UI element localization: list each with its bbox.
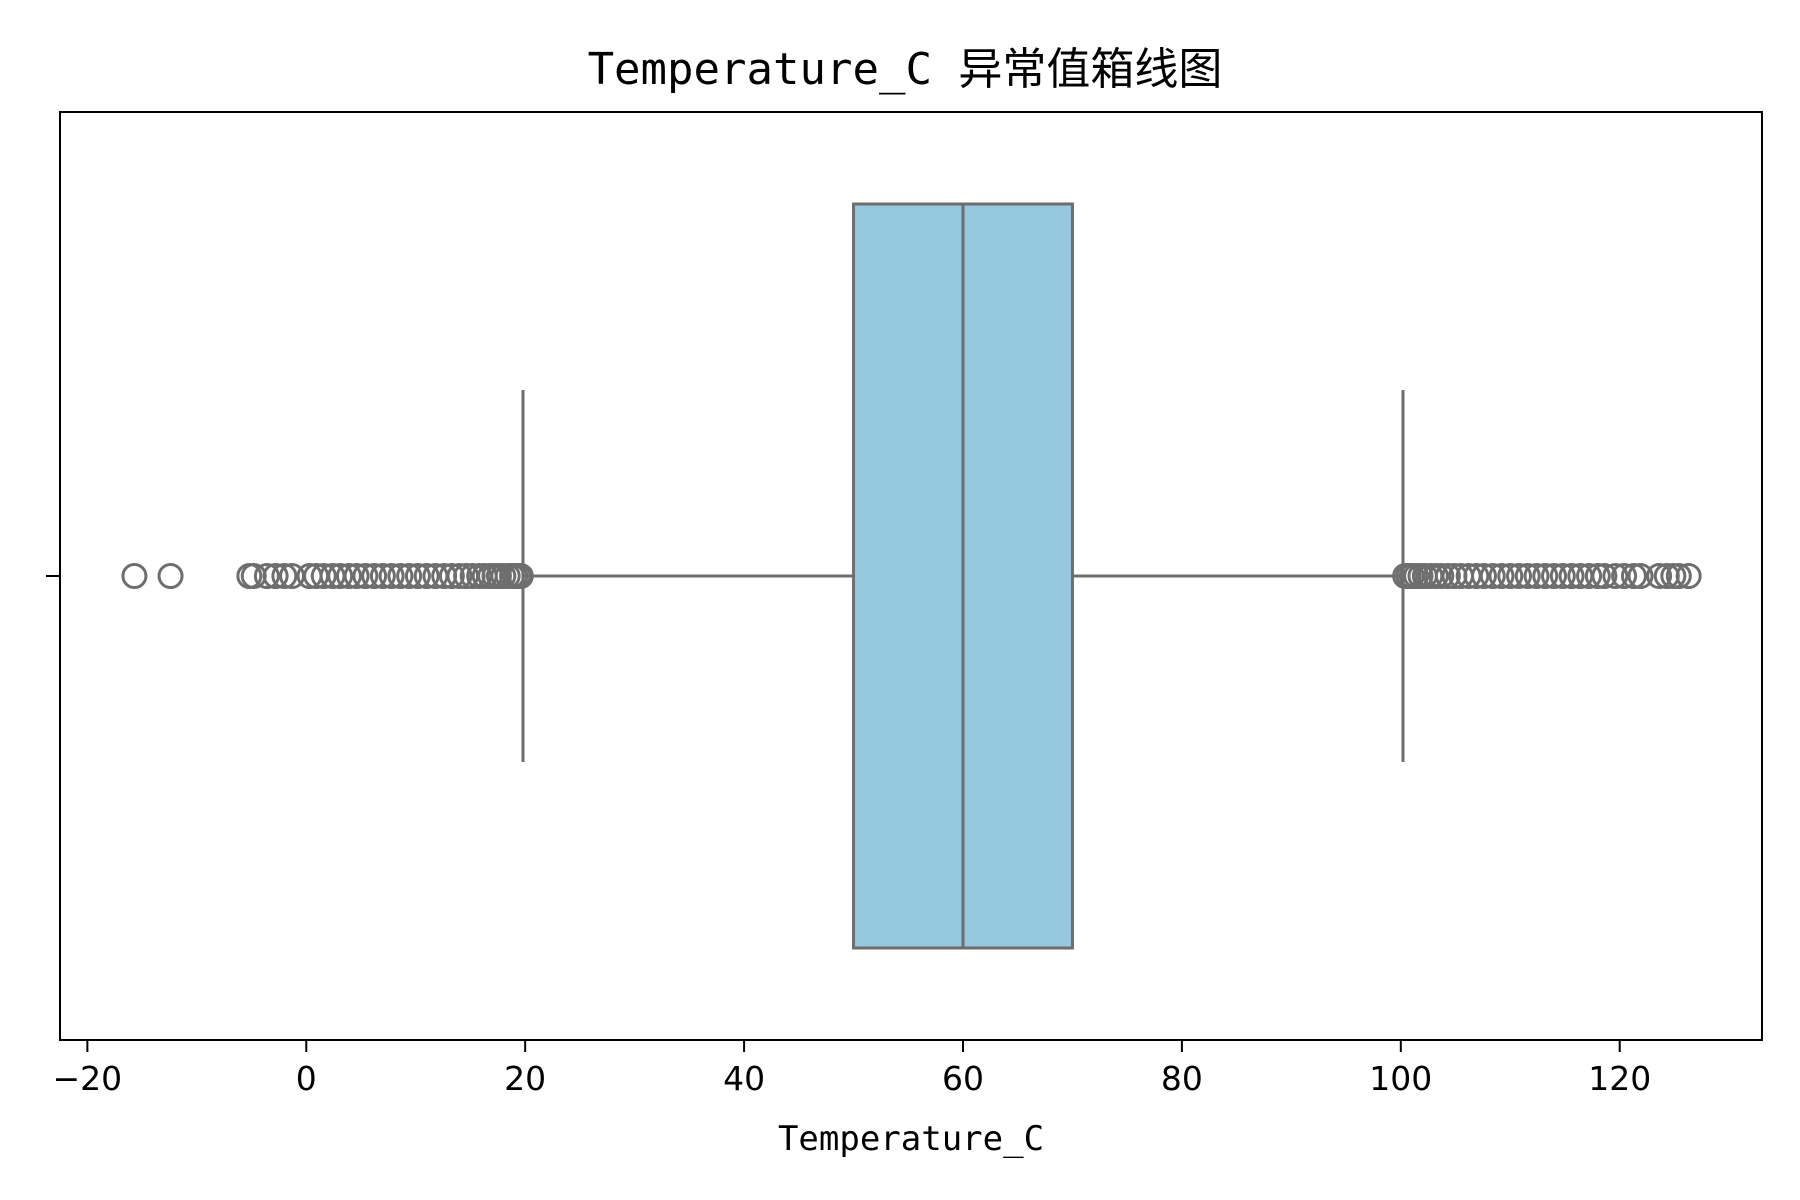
x-tick-label: 100: [1369, 1059, 1432, 1098]
outlier-point-low: [310, 563, 337, 589]
outlier-point-low: [438, 563, 465, 589]
x-tick-label: −20: [53, 1059, 123, 1098]
outlier-point-low: [369, 563, 396, 589]
outlier-point-low: [413, 563, 440, 589]
outlier-point-high: [1675, 563, 1702, 589]
outlier-point-high: [1611, 563, 1638, 589]
x-tick-label: 80: [1161, 1059, 1203, 1098]
outlier-point-high: [1488, 563, 1515, 589]
outlier-point-high: [1463, 563, 1490, 589]
outlier-point-low: [507, 563, 534, 589]
outlier-point-high: [1620, 563, 1647, 589]
outlier-point-high: [1506, 563, 1533, 589]
chart-title: Temperature_C 异常值箱线图: [588, 44, 1223, 95]
outlier-point-high: [1479, 563, 1506, 589]
outlier-point-high: [1541, 563, 1568, 589]
outlier-point-low: [404, 563, 431, 589]
outlier-point-low: [121, 563, 148, 589]
outlier-point-low: [262, 563, 289, 589]
x-tick-label: 20: [504, 1059, 546, 1098]
outlier-point-high: [1549, 563, 1576, 589]
x-tick-label: 0: [296, 1059, 317, 1098]
outlier-point-low: [446, 563, 473, 589]
outlier-point-low: [157, 563, 184, 589]
outlier-point-high: [1665, 563, 1692, 589]
outlier-point-high: [1514, 563, 1541, 589]
outlier-point-high: [1434, 563, 1461, 589]
outlier-point-low: [327, 563, 354, 589]
outlier-point-high: [1470, 563, 1497, 589]
x-tick-label: 40: [723, 1059, 765, 1098]
x-tick-label: 60: [942, 1059, 984, 1098]
outlier-point-high: [1532, 563, 1559, 589]
plot-area: [121, 202, 1702, 950]
outlier-point-high: [1584, 563, 1611, 589]
outlier-point-high: [1646, 563, 1673, 589]
outlier-point-low: [361, 563, 388, 589]
outlier-point-high: [1627, 563, 1654, 589]
outlier-point-low: [378, 563, 405, 589]
x-axis-label: Temperature_C: [778, 1119, 1044, 1159]
outlier-point-high: [1602, 563, 1629, 589]
outlier-point-low: [352, 563, 379, 589]
outlier-point-low: [343, 563, 370, 589]
outlier-point-low: [335, 563, 362, 589]
outlier-point-high: [1497, 563, 1524, 589]
outlier-point-low: [387, 563, 414, 589]
outlier-point-low: [271, 563, 298, 589]
outlier-point-low: [253, 563, 280, 589]
outlier-point-high: [1576, 563, 1603, 589]
outlier-point-high: [1523, 563, 1550, 589]
x-tick-label: 120: [1588, 1059, 1651, 1098]
outlier-point-high: [1428, 563, 1455, 589]
outlier-point-low: [396, 563, 423, 589]
x-axis-ticks: −20 0 20 40 60 80 100 120: [53, 1040, 1651, 1098]
outlier-point-high: [1558, 563, 1585, 589]
outlier-point-high: [1591, 563, 1618, 589]
